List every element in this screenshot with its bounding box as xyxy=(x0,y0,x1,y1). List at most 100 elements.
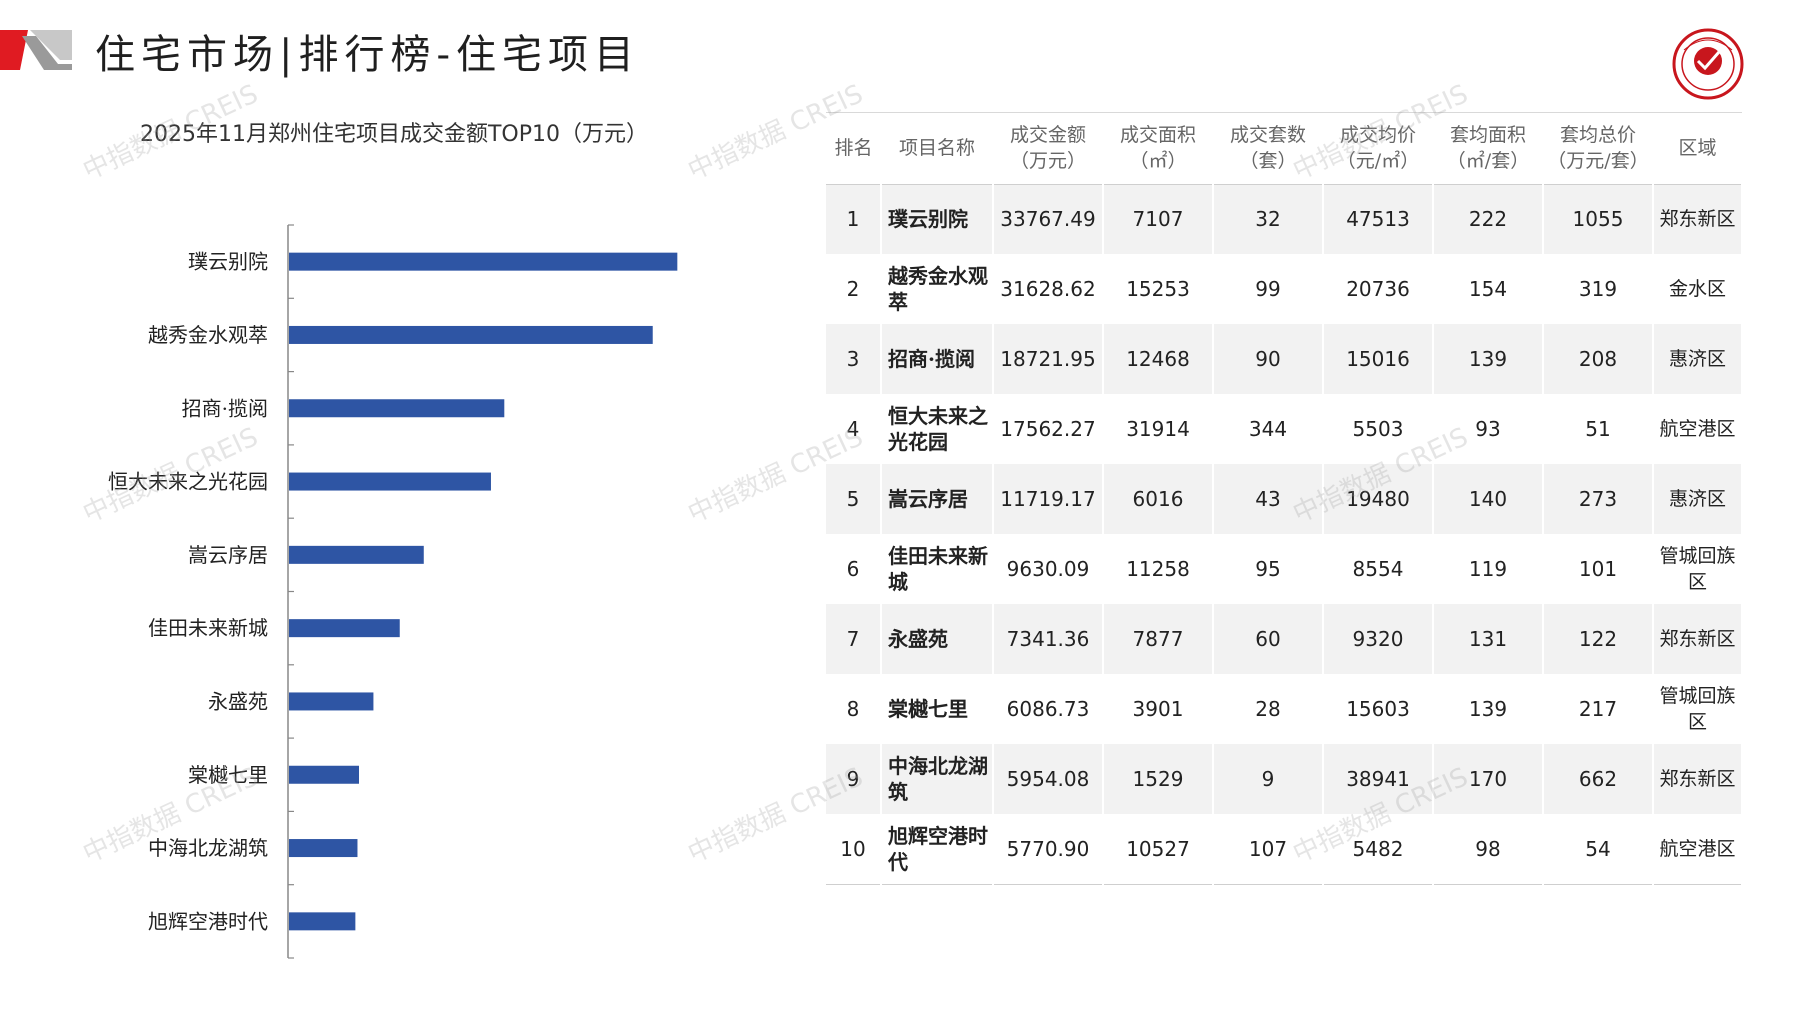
ranking-table: 排名 项目名称 成交金额 （万元） 成交面积 （㎡） 成交套数 （套） 成交均价 （元/㎡） 套均面… xyxy=(826,112,1743,885)
table-cell: 273 xyxy=(1543,464,1654,534)
table-cell: 1 xyxy=(826,184,882,254)
table-cell: 54 xyxy=(1543,814,1654,885)
table-cell: 3 xyxy=(826,324,882,394)
table-cell: 38941 xyxy=(1323,744,1434,814)
column-header-line: （㎡） xyxy=(1129,149,1187,172)
column-header-line: 成交金额 xyxy=(1009,123,1086,146)
bar xyxy=(289,912,356,931)
column-header: 成交面积 （㎡） xyxy=(1103,112,1213,185)
table-cell: 旭辉空港时代 xyxy=(881,814,994,885)
table-cell: 1529 xyxy=(1103,744,1214,814)
table-cell: 惠济区 xyxy=(1653,324,1743,394)
table-cell: 131 xyxy=(1433,604,1544,674)
bar xyxy=(289,765,359,784)
column-header: 套均面积 （㎡/套） xyxy=(1433,112,1543,185)
category-label: 棠樾七里 xyxy=(188,763,268,787)
table-cell: 9320 xyxy=(1323,604,1434,674)
bar-chart: 璞云别院越秀金水观萃招商·揽阅恒大未来之光花园嵩云序居佳田未来新城永盛苑棠樾七里… xyxy=(108,224,678,959)
table-cell: 107 xyxy=(1213,814,1324,885)
table-cell: 6086.73 xyxy=(993,674,1104,744)
table-cell: 佳田未来新城 xyxy=(881,534,994,604)
header-accent-mark xyxy=(0,30,72,70)
table-header-row: 排名 项目名称 成交金额 （万元） 成交面积 （㎡） 成交套数 （套） 成交均价 （元/㎡） 套均面… xyxy=(826,112,1742,185)
table-row: 9 中海北龙湖筑 5954.08 1529 9 38941 170 662 郑东新区 xyxy=(826,744,1743,814)
column-header: 排名 xyxy=(826,112,881,185)
table-cell: 7 xyxy=(826,604,882,674)
table-cell: 99 xyxy=(1213,254,1324,324)
table-cell: 17562.27 xyxy=(993,394,1104,464)
column-header-line: 套均面积 xyxy=(1449,123,1526,146)
table-cell: 43 xyxy=(1213,464,1324,534)
table-cell: 9630.09 xyxy=(993,534,1104,604)
table-cell: 32 xyxy=(1213,184,1324,254)
table-cell: 90 xyxy=(1213,324,1324,394)
column-header-line: （元/㎡） xyxy=(1336,149,1420,172)
table-cell: 18721.95 xyxy=(993,324,1104,394)
table-cell: 5503 xyxy=(1323,394,1434,464)
table-cell: 2 xyxy=(826,254,882,324)
table-cell: 11258 xyxy=(1103,534,1214,604)
column-header: 项目名称 xyxy=(881,112,993,185)
table-row: 10 旭辉空港时代 5770.90 10527 107 5482 98 54 航空港区 xyxy=(826,814,1743,885)
category-label: 璞云别院 xyxy=(188,250,268,274)
table-cell: 15253 xyxy=(1103,254,1214,324)
column-header: 区域 xyxy=(1653,112,1742,185)
chart-title: 2025年11月郑州住宅项目成交金额TOP10（万元） xyxy=(140,122,648,147)
table-cell: 6 xyxy=(826,534,882,604)
table-cell: 344 xyxy=(1213,394,1324,464)
column-header-line: （万元） xyxy=(1009,149,1086,172)
table-cell: 19480 xyxy=(1323,464,1434,534)
column-header-line: 项目名称 xyxy=(898,136,975,159)
table-cell: 11719.17 xyxy=(993,464,1104,534)
creis-logo xyxy=(1672,28,1744,100)
column-header-line: 成交均价 xyxy=(1339,123,1416,146)
column-header: 成交金额 （万元） xyxy=(993,112,1103,185)
table-cell: 7877 xyxy=(1103,604,1214,674)
table-cell: 管城回族区 xyxy=(1653,674,1743,744)
table-row: 8 棠樾七里 6086.73 3901 28 15603 139 217 管城回族区 xyxy=(826,674,1743,744)
table-cell: 5 xyxy=(826,464,882,534)
table-cell: 8554 xyxy=(1323,534,1434,604)
table-cell: 139 xyxy=(1433,674,1544,744)
table-row: 3 招商·揽阅 18721.95 12468 90 15016 139 208 惠济区 xyxy=(826,324,1743,394)
column-header-line: （万元/套） xyxy=(1547,149,1649,172)
table-cell: 119 xyxy=(1433,534,1544,604)
table-cell: 9 xyxy=(1213,744,1324,814)
column-header-line: 排名 xyxy=(834,136,873,159)
table-cell: 3901 xyxy=(1103,674,1214,744)
table-cell: 5954.08 xyxy=(993,744,1104,814)
table-cell: 招商·揽阅 xyxy=(881,324,994,394)
category-label: 嵩云序居 xyxy=(188,543,268,567)
table-cell: 15016 xyxy=(1323,324,1434,394)
category-label: 佳田未来新城 xyxy=(148,616,268,640)
table-cell: 140 xyxy=(1433,464,1544,534)
table-cell: 10527 xyxy=(1103,814,1214,885)
category-label: 招商·揽阅 xyxy=(182,396,268,420)
bar xyxy=(289,399,505,418)
table-cell: 金水区 xyxy=(1653,254,1743,324)
category-label: 越秀金水观萃 xyxy=(148,323,268,347)
table-cell: 208 xyxy=(1543,324,1654,394)
table-row: 6 佳田未来新城 9630.09 11258 95 8554 119 101 管城回族区 xyxy=(826,534,1743,604)
table-cell: 217 xyxy=(1543,674,1654,744)
table-cell: 154 xyxy=(1433,254,1544,324)
table-cell: 10 xyxy=(826,814,882,885)
table-row: 1 璞云别院 33767.49 7107 32 47513 222 1055 郑东新区 xyxy=(826,184,1743,254)
table-cell: 9 xyxy=(826,744,882,814)
table-cell: 越秀金水观萃 xyxy=(881,254,994,324)
table-cell: 惠济区 xyxy=(1653,464,1743,534)
table-cell: 31914 xyxy=(1103,394,1214,464)
table-cell: 98 xyxy=(1433,814,1544,885)
table-cell: 管城回族区 xyxy=(1653,534,1743,604)
table-cell: 122 xyxy=(1543,604,1654,674)
table-cell: 12468 xyxy=(1103,324,1214,394)
category-label: 永盛苑 xyxy=(208,689,268,713)
table-cell: 5482 xyxy=(1323,814,1434,885)
category-label: 旭辉空港时代 xyxy=(148,909,268,933)
table-row: 5 嵩云序居 11719.17 6016 43 19480 140 273 惠济区 xyxy=(826,464,1743,534)
table-row: 4 恒大未来之光花园 17562.27 31914 344 5503 93 51 航空港区 xyxy=(826,394,1743,464)
table-cell: 航空港区 xyxy=(1653,394,1743,464)
table-cell: 7107 xyxy=(1103,184,1214,254)
page-title: 住宅市场|排行榜-住宅项目 xyxy=(95,32,640,78)
table-cell: 93 xyxy=(1433,394,1544,464)
